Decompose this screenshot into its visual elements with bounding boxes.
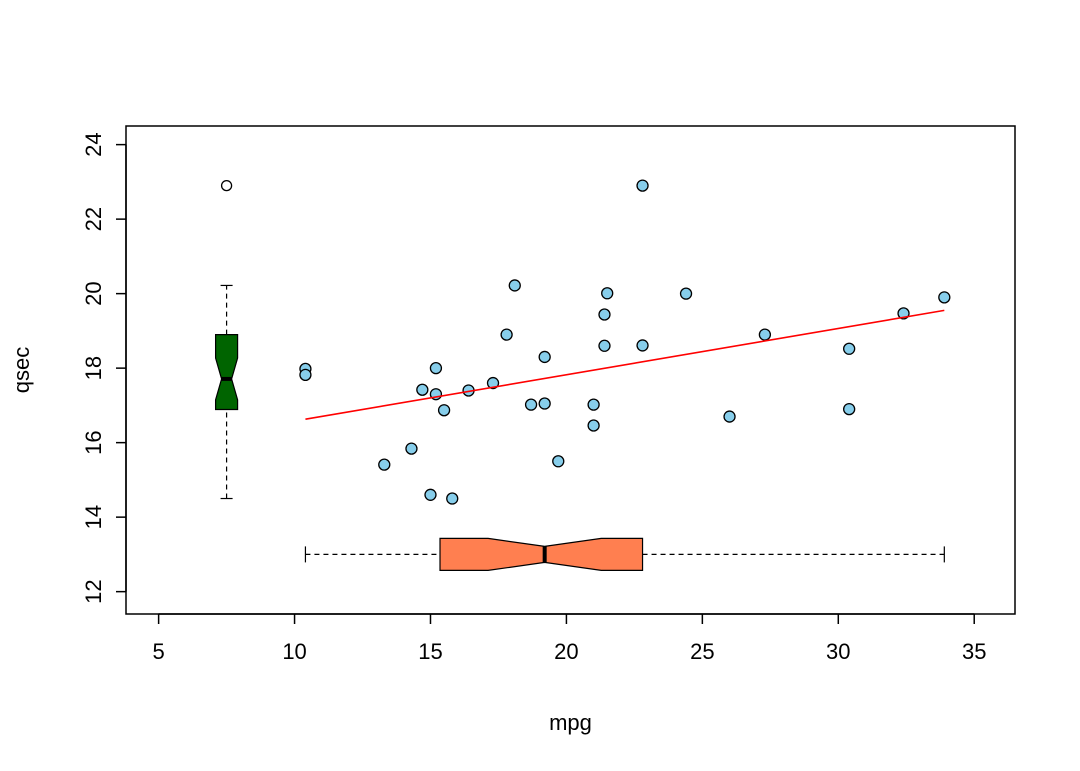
data-point (416, 383, 429, 396)
x-tick-label: 30 (826, 639, 850, 664)
mpg-boxplot (304, 537, 945, 571)
y-tick-label: 18 (81, 356, 106, 380)
data-point (378, 458, 391, 471)
y-axis-title: qsec (9, 347, 34, 393)
x-tick-label: 20 (554, 639, 578, 664)
data-point (299, 368, 312, 381)
data-points (299, 179, 951, 505)
y-tick-label: 22 (81, 207, 106, 231)
x-axis-title: mpg (549, 710, 592, 735)
y-tick-label: 16 (81, 430, 106, 454)
data-point (538, 350, 551, 364)
data-point (587, 419, 600, 432)
regression-line (305, 309, 945, 420)
data-point (598, 339, 611, 352)
data-point (508, 279, 521, 292)
x-tick-label: 5 (152, 639, 164, 664)
data-point (587, 398, 600, 411)
plot-frame (125, 125, 1016, 615)
data-point (938, 291, 951, 304)
data-point (843, 402, 856, 416)
x-tick-label: 25 (690, 639, 714, 664)
box (214, 334, 239, 411)
y-tick-label: 20 (81, 281, 106, 305)
x-tick-label: 15 (418, 639, 442, 664)
data-point (843, 342, 856, 355)
data-point (758, 328, 772, 341)
data-point (538, 397, 551, 410)
data-point (636, 339, 649, 352)
qsec-boxplot (214, 179, 239, 500)
x-tick-label: 10 (282, 639, 306, 664)
data-point (429, 361, 443, 375)
data-point (500, 328, 513, 341)
data-point (486, 376, 500, 390)
y-tick-label: 24 (81, 132, 106, 156)
data-point (636, 179, 649, 192)
data-point (723, 410, 736, 423)
data-point (601, 287, 614, 300)
x-axis: 5 10 15 20 25 30 35 (152, 613, 986, 664)
y-axis: 12 14 16 18 20 22 24 (81, 132, 127, 604)
regression-line-group (305, 309, 945, 420)
data-point (524, 398, 538, 411)
data-point (552, 455, 565, 468)
outlier-point (220, 179, 233, 192)
y-tick-label: 12 (81, 579, 106, 603)
data-point (598, 308, 611, 321)
data-point (405, 442, 418, 455)
data-point (679, 287, 693, 300)
data-point (437, 404, 451, 417)
data-point (446, 492, 459, 505)
box (439, 537, 644, 571)
y-tick-label: 14 (81, 505, 106, 529)
data-point (424, 488, 437, 501)
x-tick-label: 35 (962, 639, 986, 664)
